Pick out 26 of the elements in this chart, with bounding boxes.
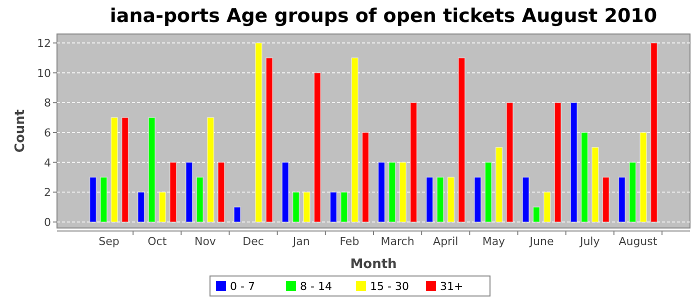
x-tick-label: July [578, 235, 600, 248]
x-tick-label: May [482, 235, 506, 248]
x-axis-title: Month [350, 257, 397, 272]
x-tick-label: Feb [340, 235, 360, 248]
x-tick-label: Oct [148, 235, 168, 248]
x-tick-label: August [618, 235, 658, 248]
x-tick-label: Nov [194, 235, 216, 248]
y-tick-label: 0 [44, 216, 51, 229]
y-tick-label: 2 [44, 186, 51, 200]
y-tick-label: 4 [44, 156, 51, 170]
x-tick-label: Dec [242, 235, 264, 248]
x-tick-label: March [380, 235, 414, 248]
chart-title: iana-ports Age groups of open tickets August 2010 [110, 5, 658, 27]
y-tick-label: 8 [44, 96, 51, 110]
y-tick-label: 12 [37, 36, 51, 50]
legend-label: 0 - 7 [230, 280, 255, 293]
x-tick-label: Jan [292, 235, 310, 248]
legend-label: 15 - 30 [370, 280, 409, 293]
y-tick-label: 6 [44, 126, 51, 140]
x-tick-label: Sep [98, 235, 120, 248]
legend-label: 31+ [440, 280, 464, 293]
legend-label: 8 - 14 [300, 280, 332, 293]
x-tick-label: June [528, 235, 554, 248]
y-axis-title: Count [13, 109, 28, 153]
y-tick-label: 10 [37, 66, 51, 80]
x-tick-label: April [433, 235, 458, 248]
